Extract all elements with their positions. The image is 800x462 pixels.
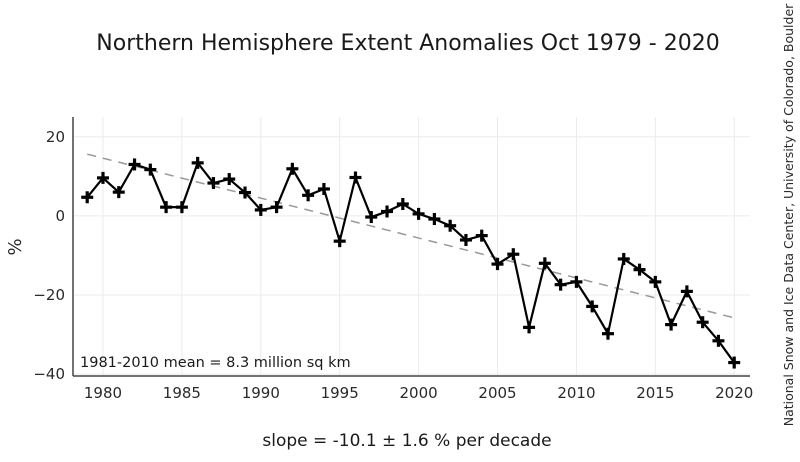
data-point xyxy=(144,163,157,176)
data-point xyxy=(96,171,109,184)
data-point xyxy=(554,278,567,291)
y-axis-label: % xyxy=(5,238,26,255)
grid xyxy=(73,117,750,376)
data-point xyxy=(302,189,315,202)
data-point xyxy=(333,235,346,248)
data-point xyxy=(428,213,441,226)
y-tick-label: 0 xyxy=(55,207,65,225)
data-point xyxy=(317,182,330,195)
data-point xyxy=(349,171,362,184)
data-point xyxy=(696,316,709,329)
data-point xyxy=(239,186,252,199)
data-point xyxy=(191,156,204,169)
x-tick-label: 1980 xyxy=(84,384,122,402)
data-point xyxy=(617,252,630,265)
data-point xyxy=(175,201,188,214)
data-point xyxy=(286,162,299,175)
data-point xyxy=(680,285,693,298)
x-tick-label: 2015 xyxy=(636,384,674,402)
data-point xyxy=(444,219,457,232)
trend-line xyxy=(87,153,735,319)
data-point xyxy=(586,300,599,313)
x-tick-label: 2020 xyxy=(715,384,753,402)
data-point xyxy=(728,356,741,369)
data-point xyxy=(570,275,583,288)
x-tick-label: 1985 xyxy=(163,384,201,402)
data-point xyxy=(160,201,173,214)
data-point xyxy=(475,229,488,242)
data-point xyxy=(112,186,125,199)
data-point xyxy=(538,257,551,270)
data-point xyxy=(523,321,536,334)
data-point xyxy=(381,205,394,218)
y-tick-label: −20 xyxy=(33,286,65,304)
x-tick-label: 2005 xyxy=(478,384,516,402)
data-point xyxy=(412,207,425,220)
axes xyxy=(72,117,750,377)
slope-annotation: slope = -10.1 ± 1.6 % per decade xyxy=(262,431,551,451)
y-tick-labels: −40 −20 0 20 xyxy=(33,128,65,383)
x-tick-labels: 1980 1985 1990 1995 2000 2005 2010 2015 2020 xyxy=(84,384,753,402)
x-tick-label: 2000 xyxy=(400,384,438,402)
x-tick-label: 1990 xyxy=(242,384,280,402)
data-point xyxy=(81,191,94,204)
data-point xyxy=(491,258,504,271)
data-point xyxy=(128,158,141,171)
data-point xyxy=(459,233,472,246)
data-point xyxy=(396,197,409,210)
y-tick-label: 20 xyxy=(46,128,65,146)
series-group xyxy=(81,156,741,369)
chart-title: Northern Hemisphere Extent Anomalies Oct… xyxy=(96,31,719,56)
data-point xyxy=(207,177,220,190)
credit-text: National Snow and Ice Data Center, Unive… xyxy=(781,3,796,426)
mean-annotation: 1981-2010 mean = 8.3 million sq km xyxy=(80,355,351,371)
data-point xyxy=(254,203,267,216)
data-point xyxy=(665,318,678,331)
data-point xyxy=(633,263,646,276)
x-tick-label: 2010 xyxy=(557,384,595,402)
y-tick-label: −40 xyxy=(33,365,65,383)
series-line xyxy=(86,161,736,364)
data-point xyxy=(365,211,378,224)
data-point xyxy=(270,201,283,214)
x-tick-label: 1995 xyxy=(321,384,359,402)
data-point xyxy=(601,327,614,340)
data-point xyxy=(712,334,725,347)
data-point xyxy=(507,248,520,261)
data-point xyxy=(223,173,236,186)
data-point xyxy=(649,275,662,288)
trend-line-group xyxy=(87,153,735,319)
